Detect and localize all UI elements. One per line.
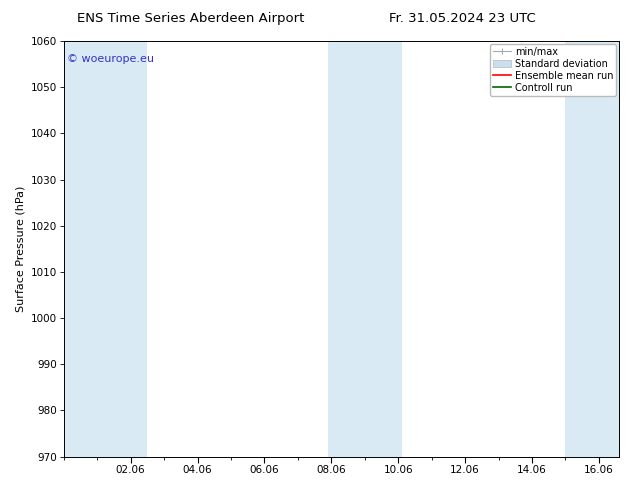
Text: © woeurope.eu: © woeurope.eu [67, 53, 153, 64]
Bar [328, 41, 401, 457]
Bar [64, 41, 147, 457]
Text: Fr. 31.05.2024 23 UTC: Fr. 31.05.2024 23 UTC [389, 12, 536, 25]
Text: ENS Time Series Aberdeen Airport: ENS Time Series Aberdeen Airport [77, 12, 304, 25]
Legend: min/max, Standard deviation, Ensemble mean run, Controll run: min/max, Standard deviation, Ensemble me… [490, 44, 616, 96]
Y-axis label: Surface Pressure (hPa): Surface Pressure (hPa) [15, 186, 25, 312]
Bar [566, 41, 619, 457]
